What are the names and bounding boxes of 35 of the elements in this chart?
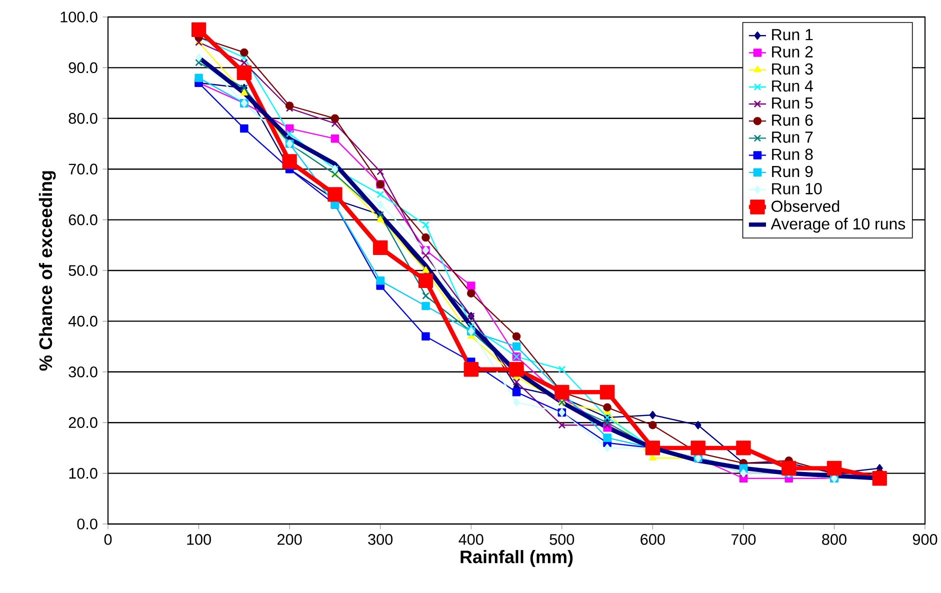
y-tick-label: 0.0: [77, 518, 98, 530]
y-tick-label: 30.0: [68, 366, 98, 378]
y-tick-label: 20.0: [68, 417, 98, 428]
legend-label: Run 5: [772, 98, 813, 109]
y-tick-label: 40.0: [68, 316, 98, 327]
x-tick-label: 200: [278, 534, 302, 545]
y-tick-label: 90.0: [68, 62, 98, 74]
legend-label: Run 6: [772, 114, 813, 126]
x-tick-label: 300: [368, 534, 393, 545]
y-tick-label: 80.0: [68, 112, 98, 124]
x-tick-label: 400: [458, 534, 484, 545]
y-tick-label: 50.0: [68, 265, 98, 276]
legend-label: Average of 10 runs: [770, 218, 906, 233]
x-tick-label: 600: [640, 534, 665, 545]
x-tick-label: 700: [731, 534, 756, 545]
x-tick-label: 0: [104, 534, 112, 545]
y-tick-label: 70.0: [68, 164, 98, 175]
legend-label: Run 10: [772, 183, 822, 194]
y-tick-label: 10.0: [69, 468, 98, 479]
y-axis-title: % Chance of exceeding: [38, 171, 56, 371]
legend-label: Run 8: [772, 148, 813, 160]
legend-label: Run 7: [772, 132, 813, 143]
x-tick-label: 900: [912, 534, 938, 545]
y-tick-label: 100.0: [60, 12, 98, 22]
x-tick-label: 800: [822, 534, 846, 545]
x-axis-title: Rainfall (mm): [460, 550, 573, 567]
legend-label: Run 4: [772, 80, 813, 92]
legend-label: Run 9: [772, 166, 813, 178]
legend-label: Run 3: [772, 63, 813, 75]
legend-label: Run 1: [772, 29, 813, 40]
y-tick-label: 60.0: [68, 214, 98, 226]
x-tick-label: 500: [550, 534, 574, 545]
legend-label: Observed: [772, 200, 840, 212]
legend-label: Run 2: [772, 46, 813, 58]
x-tick-label: 100: [187, 534, 211, 545]
